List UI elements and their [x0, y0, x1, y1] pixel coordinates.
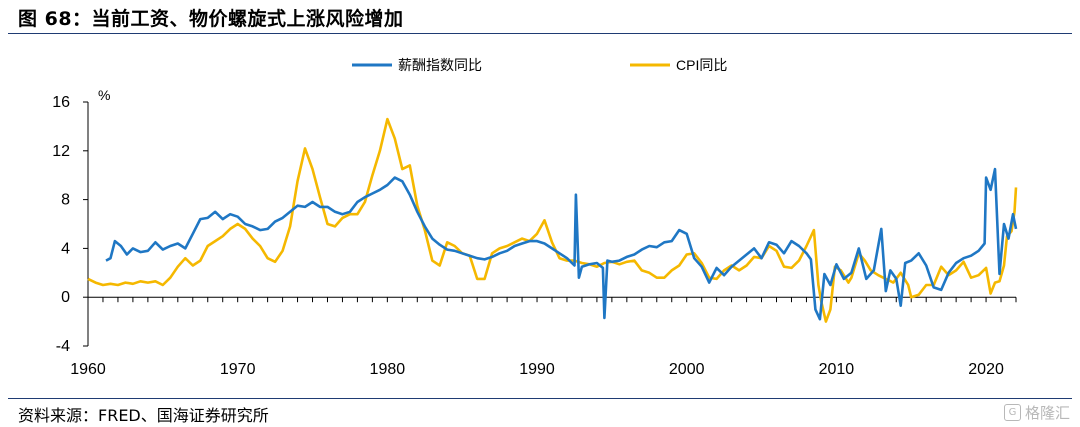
wage-cpi-line-chart: 薪酬指数同比 CPI同比 % -4 0 4 8 12 16 1960 1970 1980 1990… [52, 57, 1018, 378]
title-rule [8, 33, 1072, 34]
source-note: 资料来源：FRED、国海证券研究所 [18, 406, 269, 425]
y-tick-label: 16 [52, 94, 70, 111]
y-tick-label: -4 [56, 338, 70, 355]
x-tick-label: 2000 [669, 361, 705, 378]
x-tick-label: 1970 [220, 361, 256, 378]
y-tick-label: 0 [61, 289, 70, 306]
x-tick-label: 1990 [519, 361, 555, 378]
x-tick-label: 1980 [370, 361, 406, 378]
y-axis-unit: % [98, 87, 110, 103]
chart-legend: 薪酬指数同比 CPI同比 [352, 57, 727, 73]
series-lines [87, 117, 1018, 323]
legend-cpi-label: CPI同比 [676, 57, 727, 73]
source-rule [8, 398, 1072, 399]
cpi-line [87, 117, 1018, 323]
x-tick-label: 2020 [968, 361, 1004, 378]
wage-index-line [105, 167, 1018, 321]
watermark: G 格隆汇 [1003, 402, 1070, 423]
x-tick-label: 1960 [70, 361, 106, 378]
legend-wage-label: 薪酬指数同比 [398, 57, 482, 73]
watermark-text: 格隆汇 [1024, 404, 1070, 422]
x-tick-label: 2010 [819, 361, 855, 378]
axes: -4 0 4 8 12 16 1960 1970 1980 1990 2000 2010 2020 [52, 94, 1017, 378]
y-tick-label: 4 [61, 240, 70, 257]
figure-title: 图 68：当前工资、物价螺旋式上涨风险增加 [18, 8, 404, 30]
y-tick-label: 8 [61, 192, 70, 209]
gelonghui-logo-icon: G [1003, 404, 1021, 421]
y-tick-label: 12 [52, 143, 70, 160]
